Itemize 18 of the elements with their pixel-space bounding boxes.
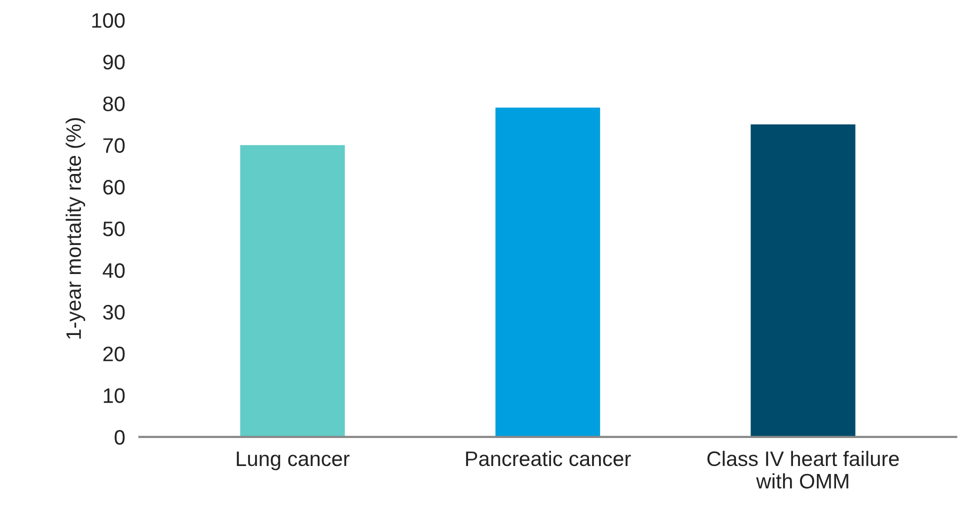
x-tick-label: Pancreatic cancer [466, 450, 631, 466]
y-tick-label: 60 [103, 180, 125, 195]
y-tick-label: 10 [104, 388, 125, 404]
y-tick-label: 40 [102, 263, 125, 278]
bar [495, 108, 600, 437]
x-tick-label: Lung cancer [236, 452, 350, 470]
y-tick-label: 100 [92, 13, 125, 28]
y-tick-label: 90 [103, 54, 125, 70]
bar [750, 124, 856, 437]
y-tick-label: 50 [103, 222, 125, 236]
y-tick-label: 80 [103, 96, 125, 112]
y-axis-title: 1-year mortality rate (%) [66, 118, 86, 339]
y-tick-label: 0 [114, 430, 125, 445]
bar [240, 145, 345, 437]
x-tick-label: Class IV heart failure with OMM [707, 450, 899, 489]
y-tick-label: 70 [103, 138, 125, 153]
y-tick-label: 20 [103, 346, 125, 362]
y-tick-label: 30 [103, 304, 125, 320]
